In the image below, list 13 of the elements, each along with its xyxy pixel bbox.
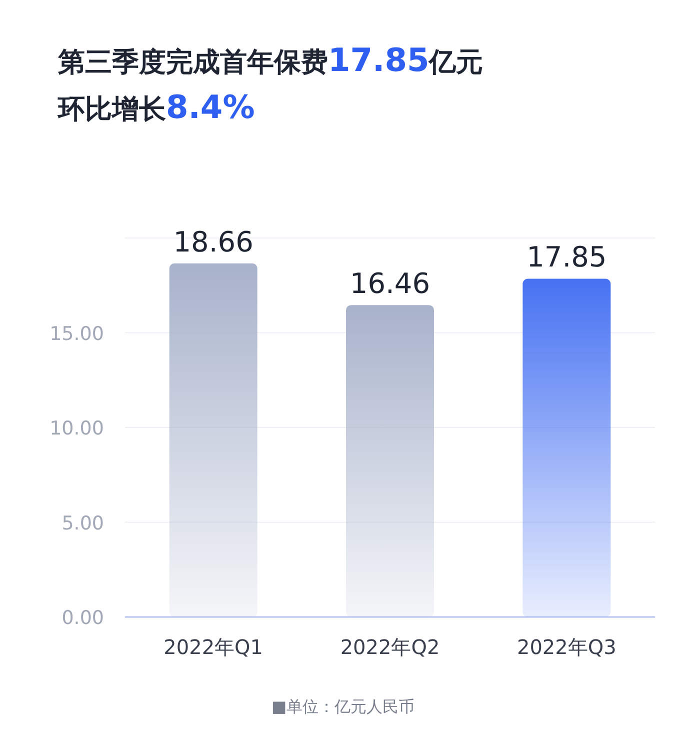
data-label: 16.46 bbox=[350, 267, 430, 300]
text: ■单位：亿元人民币 bbox=[270, 697, 416, 718]
x-tick-label: 2022年Q1 bbox=[164, 635, 264, 659]
data-label: 18.66 bbox=[173, 225, 254, 258]
x-tick-label: 2022年Q2 bbox=[340, 635, 440, 659]
x-tick-label: 2022年Q3 bbox=[516, 635, 616, 659]
chart-title: 第三季度完成首年保费17.85亿元 bbox=[58, 40, 484, 81]
data-label: 17.85 bbox=[526, 240, 607, 274]
y-tick-label: 5.00 bbox=[62, 512, 104, 534]
y-tick-label: 10.00 bbox=[50, 418, 104, 440]
y-tick-label: 0.00 bbox=[62, 607, 104, 629]
chart-subtitle: 环比增长8.4% bbox=[58, 87, 256, 128]
y-tick-label: 15.00 bbox=[50, 322, 104, 345]
